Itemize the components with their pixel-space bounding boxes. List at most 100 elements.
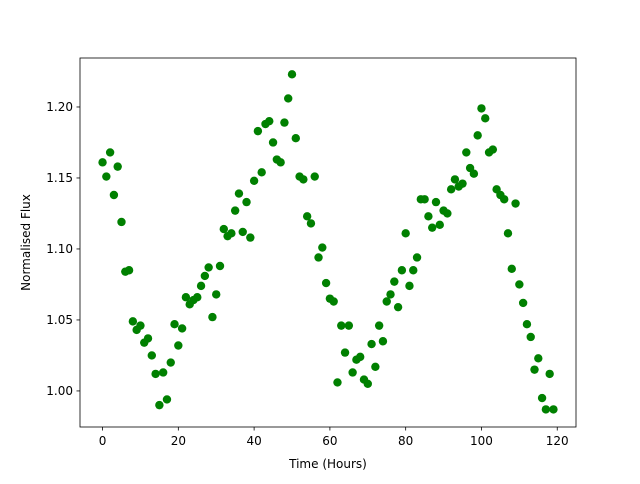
point — [230, 206, 240, 215]
point — [208, 312, 217, 322]
y-tick-label: 1.05 — [46, 313, 73, 327]
point — [253, 126, 263, 136]
point — [174, 341, 183, 350]
point — [374, 321, 384, 330]
x-tick-label: 40 — [246, 434, 261, 448]
point — [158, 368, 168, 377]
point — [246, 233, 255, 242]
point — [268, 138, 278, 147]
point — [287, 70, 297, 79]
point — [511, 199, 520, 208]
point — [371, 362, 380, 372]
point — [314, 253, 323, 262]
point — [473, 131, 482, 140]
point — [397, 266, 407, 275]
point — [193, 293, 202, 302]
point — [518, 298, 528, 308]
point — [363, 379, 372, 389]
axes-frame — [79, 57, 577, 428]
point — [170, 320, 179, 329]
point — [393, 302, 403, 312]
point — [477, 104, 486, 113]
point — [128, 317, 138, 326]
point — [280, 118, 289, 127]
point — [136, 321, 145, 330]
point — [181, 293, 191, 302]
point — [356, 352, 365, 362]
y-tick-label: 1.20 — [46, 100, 73, 114]
point — [458, 179, 467, 188]
y-tick-label: 1.00 — [46, 384, 73, 398]
y-tick-label: 1.15 — [46, 171, 73, 185]
x-tick-label: 0 — [99, 434, 107, 448]
point — [545, 369, 554, 379]
point — [382, 297, 391, 306]
point — [469, 169, 479, 178]
point — [284, 94, 293, 103]
point — [166, 358, 175, 367]
point — [109, 190, 119, 200]
y-axis-label: Normalised Flux — [19, 194, 33, 291]
point — [337, 321, 346, 330]
point — [549, 405, 558, 414]
point — [367, 339, 376, 349]
point — [348, 368, 357, 377]
point — [499, 195, 509, 204]
point — [412, 253, 422, 262]
point — [227, 229, 236, 238]
point — [200, 271, 210, 281]
point — [428, 223, 437, 232]
point — [424, 212, 433, 221]
point — [450, 175, 460, 184]
point — [299, 175, 308, 184]
point — [212, 290, 221, 299]
point — [302, 212, 312, 221]
x-tick-label: 60 — [322, 434, 337, 448]
point — [98, 158, 107, 167]
point — [435, 220, 444, 230]
point — [530, 365, 539, 374]
point — [420, 195, 429, 204]
point — [306, 219, 316, 228]
point — [481, 114, 490, 123]
point — [386, 290, 395, 299]
x-tick-label: 120 — [546, 434, 569, 448]
point — [405, 281, 414, 291]
point — [534, 354, 543, 363]
point — [196, 281, 206, 291]
point — [318, 243, 327, 252]
point — [102, 172, 111, 181]
point — [155, 400, 164, 410]
point — [541, 405, 551, 414]
point — [124, 266, 134, 275]
point — [537, 393, 547, 403]
point — [257, 168, 266, 177]
point — [401, 229, 410, 238]
point — [242, 197, 251, 207]
point — [409, 266, 418, 275]
point — [488, 145, 498, 154]
point — [147, 351, 157, 360]
point — [265, 116, 274, 126]
y-tick-label: 1.10 — [46, 242, 73, 256]
point — [507, 264, 516, 274]
point — [105, 148, 115, 157]
point — [204, 263, 213, 272]
x-tick-label: 20 — [171, 434, 186, 448]
plot-area — [80, 58, 576, 427]
point — [291, 134, 300, 143]
point — [151, 369, 160, 379]
x-tick-label: 100 — [470, 434, 493, 448]
point — [431, 197, 441, 207]
point — [333, 378, 342, 387]
point — [503, 229, 513, 238]
point — [162, 395, 172, 404]
point — [329, 297, 338, 306]
point — [113, 162, 122, 171]
point — [238, 227, 247, 237]
point — [378, 337, 388, 346]
point — [215, 261, 225, 271]
point — [443, 209, 452, 218]
x-tick-label: 80 — [398, 434, 413, 448]
